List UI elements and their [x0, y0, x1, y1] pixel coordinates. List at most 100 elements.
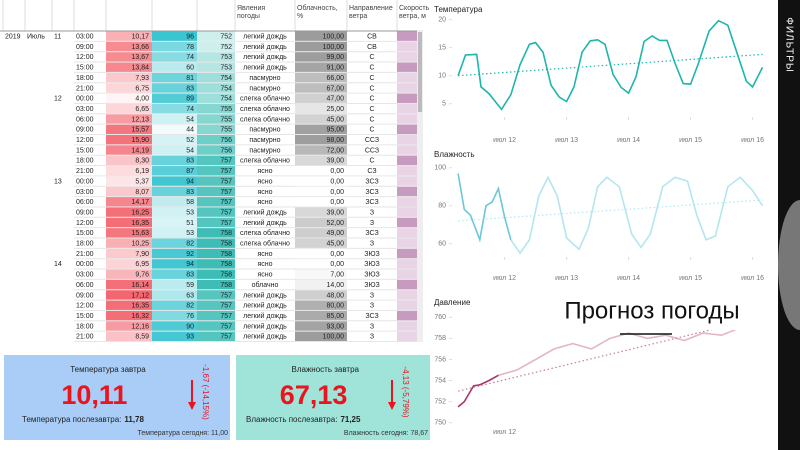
- card-next-label: Влажность послезавтра:: [246, 415, 337, 424]
- table-cell: 90: [186, 323, 194, 330]
- table-cell: 39,00: [326, 209, 344, 216]
- table-cell: 12,13: [131, 116, 149, 123]
- speed-cell-bg: [397, 321, 417, 331]
- table-cell: 757: [220, 303, 232, 310]
- cell-bg: [197, 135, 235, 145]
- column-header: Направление ветра: [349, 5, 393, 20]
- table-cell: З: [370, 209, 374, 216]
- side-label[interactable]: ФИЛЬТРЫ: [783, 17, 794, 73]
- table-cell: Июль: [27, 34, 45, 41]
- y-tick-label: 760: [434, 314, 446, 321]
- table-cell: 03:00: [76, 272, 94, 279]
- cell-bg: [197, 331, 235, 341]
- cell-bg: [106, 228, 152, 238]
- table-cell: 91,00: [326, 65, 344, 72]
- table-cell: 100,00: [323, 334, 345, 341]
- cell-bg: [152, 228, 197, 238]
- cell-bg: [295, 93, 347, 103]
- table-cell: легкий дождь: [243, 312, 287, 320]
- table-cell: З: [370, 334, 374, 341]
- column-header: Явления погоды: [237, 5, 265, 20]
- y-tick-label: 15: [438, 45, 446, 52]
- speed-cell-bg: [397, 248, 417, 259]
- speed-cell-bg: [397, 52, 417, 62]
- table-cell: 0,00: [330, 189, 344, 196]
- speed-cell-bg: [397, 135, 417, 145]
- table-cell: 13: [54, 178, 62, 185]
- cell-bg: [295, 145, 347, 155]
- cell-bg: [152, 145, 197, 155]
- cell-bg: [106, 197, 152, 207]
- table-cell: 10,25: [131, 241, 149, 248]
- cell-bg: [197, 31, 235, 41]
- series-line: [457, 374, 499, 408]
- table-cell: 755: [220, 116, 232, 123]
- filter-handle[interactable]: [778, 200, 800, 330]
- table-cell: 18:00: [76, 75, 94, 82]
- table-cell: 83: [186, 272, 194, 279]
- table-cell: 757: [220, 158, 232, 165]
- cell-bg: [152, 83, 197, 93]
- scroll-thumb[interactable]: [418, 32, 422, 112]
- cell-bg: [106, 62, 152, 72]
- table-cell: ССЗ: [365, 147, 379, 154]
- card-value: 67,13: [280, 380, 348, 410]
- table-cell: 14: [54, 261, 62, 268]
- cell-bg: [106, 93, 152, 103]
- speed-cell-bg: [397, 238, 417, 248]
- table-cell: 45,00: [326, 241, 344, 248]
- scrollbar[interactable]: [417, 30, 423, 342]
- chart-title: Температура: [434, 5, 483, 14]
- table-cell: 82: [186, 303, 194, 310]
- cell-bg: [197, 93, 235, 103]
- x-tick-label: июл 13: [555, 275, 578, 282]
- table-cell: 98,00: [326, 137, 344, 144]
- table-cell: слегка облачно: [240, 240, 290, 248]
- speed-cell-bg: [397, 197, 417, 207]
- table-cell: 03:00: [76, 106, 94, 113]
- table-cell: 15:00: [76, 65, 94, 72]
- cell-bg: [106, 310, 152, 321]
- table-cell: ясно: [257, 199, 272, 206]
- x-tick-label: июл 12: [493, 137, 516, 144]
- table-cell: 13,67: [131, 54, 149, 61]
- cell-bg: [197, 217, 235, 228]
- cell-bg: [152, 72, 197, 83]
- table-cell: 53: [186, 230, 194, 237]
- cell-bg: [152, 52, 197, 62]
- cell-bg: [295, 103, 347, 114]
- speed-cell-bg: [397, 290, 417, 300]
- cell-bg: [197, 83, 235, 93]
- speed-cell-bg: [397, 31, 417, 41]
- table-cell: 92: [186, 251, 194, 258]
- table-cell: ясно: [257, 272, 272, 279]
- table-cell: 15,90: [131, 137, 149, 144]
- cell-bg: [106, 186, 152, 197]
- table-cell: С: [369, 96, 374, 103]
- table-cell: 03:00: [76, 34, 94, 41]
- table-cell: 100,00: [323, 34, 345, 41]
- table-cell: З: [370, 292, 374, 299]
- cell-bg: [106, 31, 152, 41]
- cell-bg: [295, 217, 347, 228]
- table-cell: 758: [220, 272, 232, 279]
- table-cell: 7,00: [330, 272, 344, 279]
- cell-bg: [295, 331, 347, 341]
- table-cell: 755: [220, 106, 232, 113]
- cell-bg: [295, 310, 347, 321]
- table-cell: 754: [220, 96, 232, 103]
- table-cell: 80,00: [326, 303, 344, 310]
- speed-cell-bg: [397, 269, 417, 279]
- table-cell: СВ: [367, 34, 377, 41]
- table-cell: 51: [186, 220, 194, 227]
- table-cell: ЗСЗ: [365, 230, 378, 237]
- cell-bg: [106, 321, 152, 331]
- table-cell: 89: [186, 96, 194, 103]
- table-cell: 53: [186, 209, 194, 216]
- table-cell: С: [369, 158, 374, 165]
- table-cell: 85,00: [326, 313, 344, 320]
- cell-bg: [197, 290, 235, 300]
- cell-bg: [152, 31, 197, 41]
- table-cell: ССЗ: [365, 137, 379, 144]
- cell-bg: [295, 238, 347, 248]
